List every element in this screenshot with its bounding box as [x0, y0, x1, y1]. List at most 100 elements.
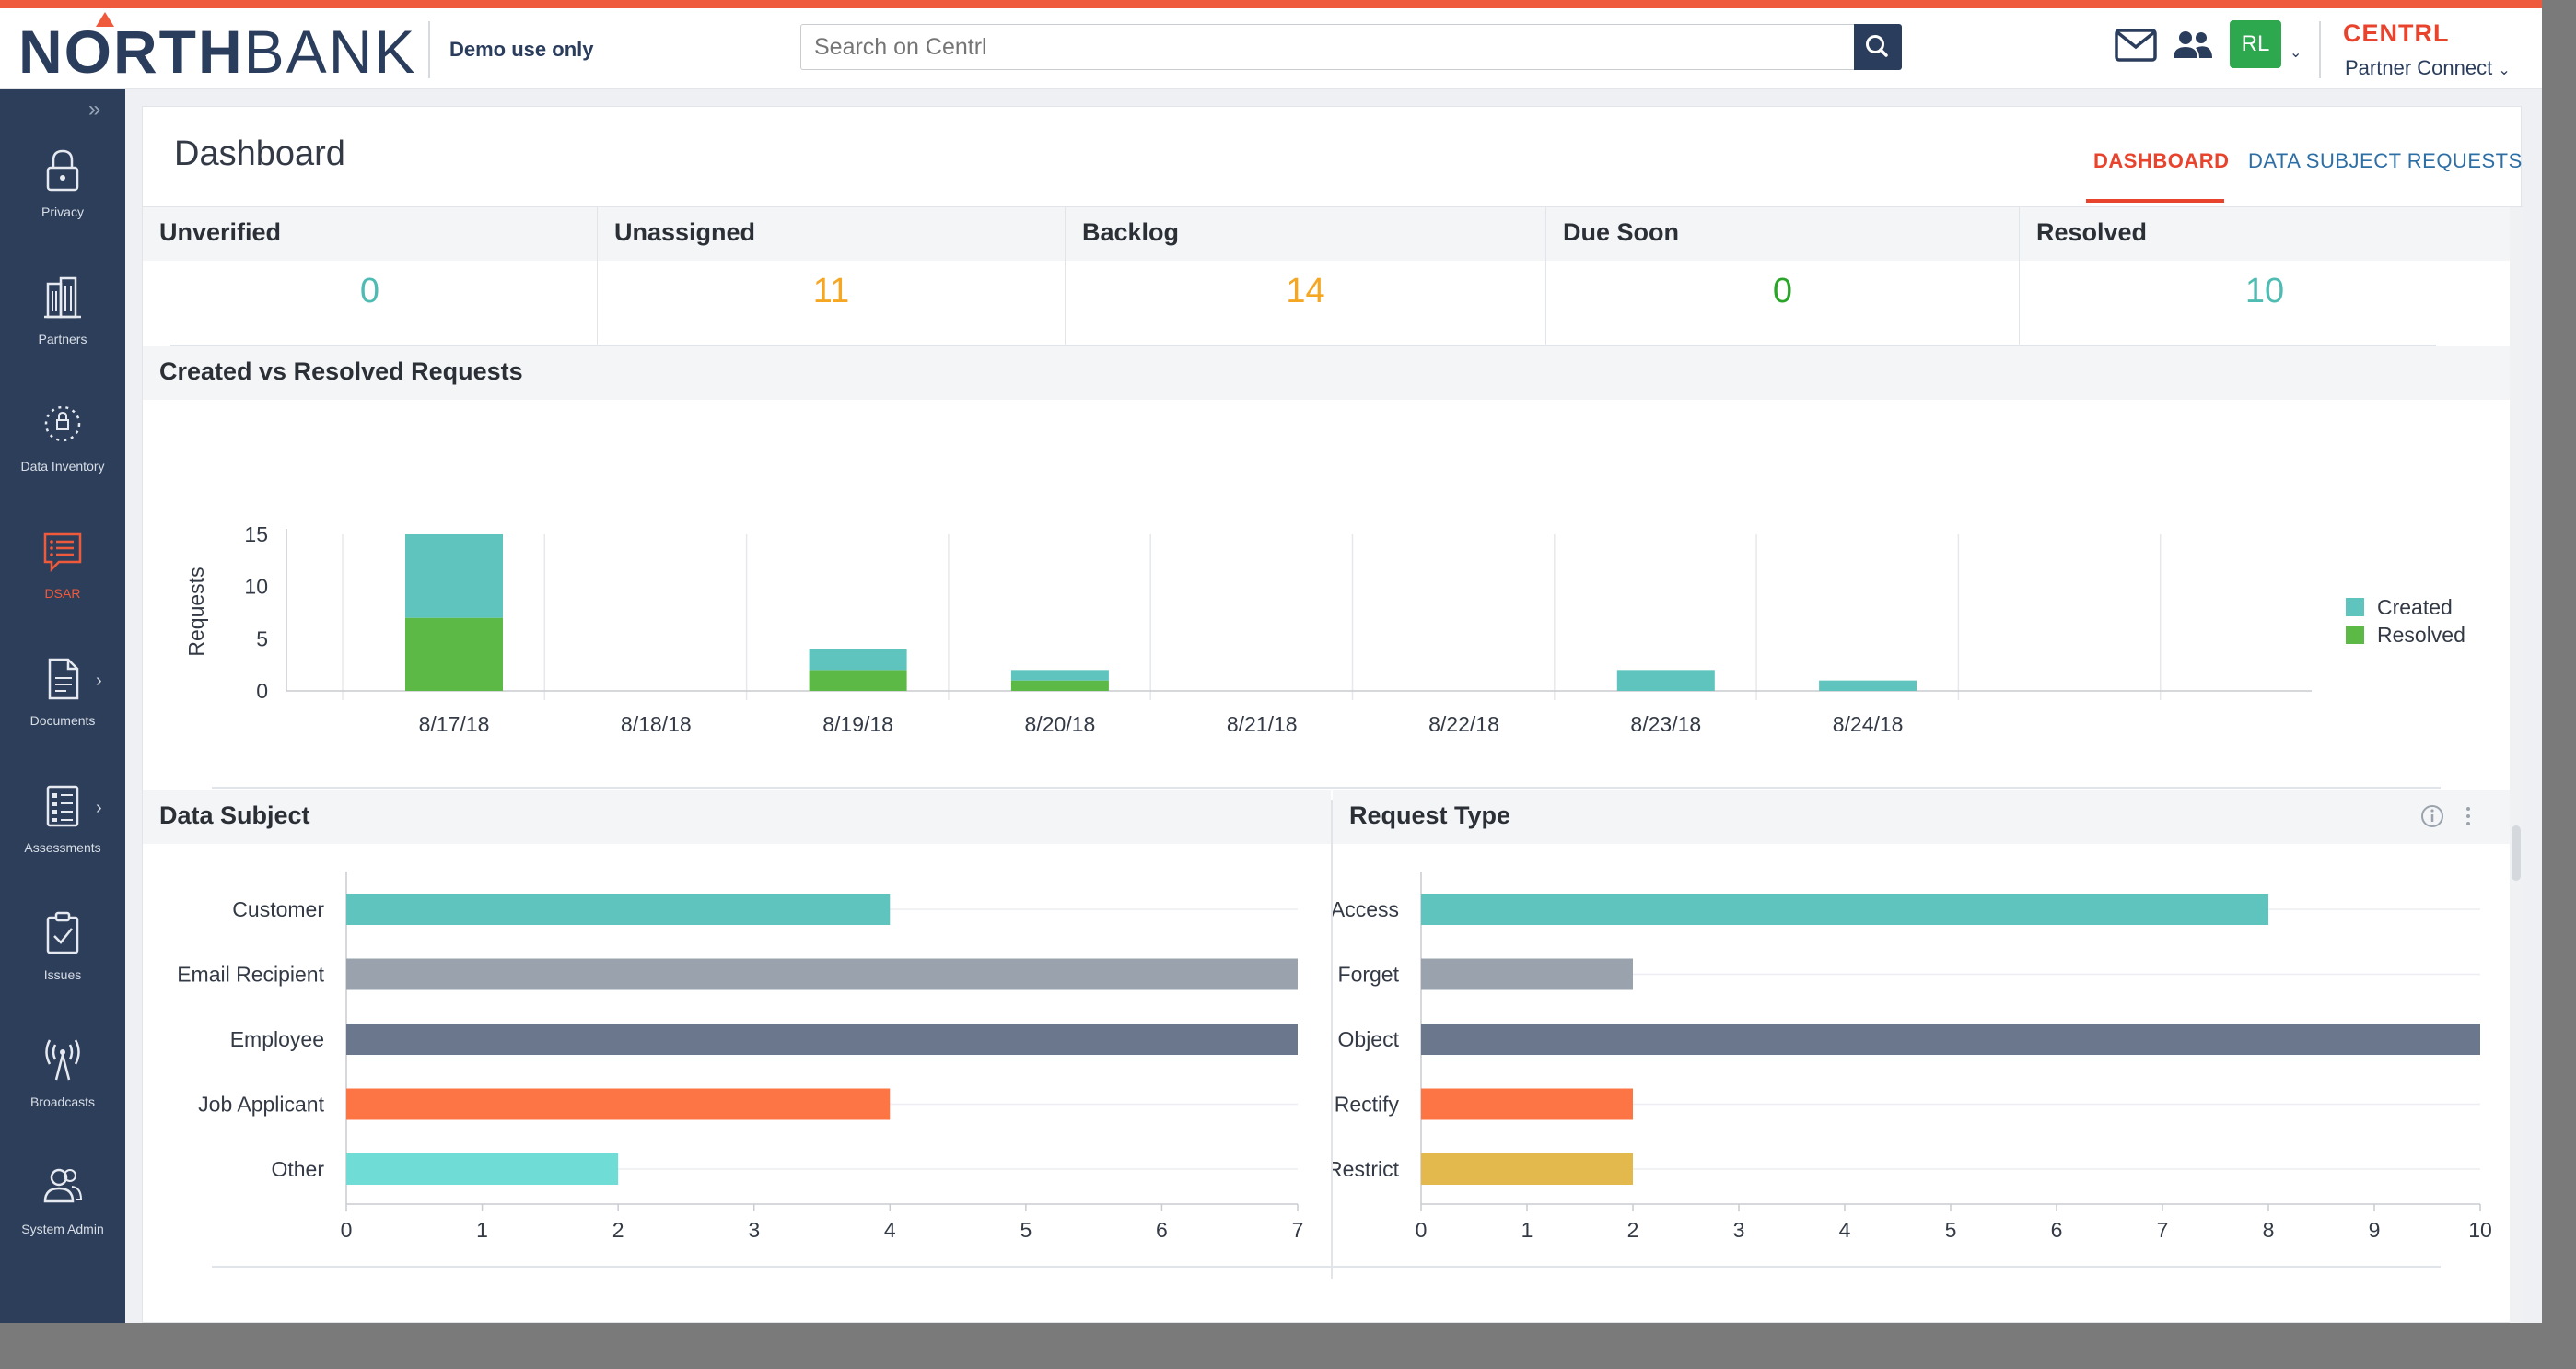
scrollbar-thumb[interactable] [2512, 825, 2521, 881]
sidebar-item-privacy[interactable]: Privacy [0, 131, 125, 251]
x-tick-label: 5 [1945, 1218, 1957, 1242]
logo-bank: BANK [243, 18, 417, 86]
sidebar-item-broadcasts[interactable]: Broadcasts [0, 1021, 125, 1141]
header-divider [428, 21, 430, 78]
dsar-icon [43, 532, 82, 573]
y-axis-label: Requests [184, 567, 208, 656]
mail-button[interactable] [2115, 29, 2157, 66]
x-tick-label: 0 [1416, 1218, 1428, 1242]
category-label: Email Recipient [177, 963, 324, 987]
stat-backlog[interactable]: Backlog 14 [1066, 207, 1546, 345]
sidebar-item-label: Data Inventory [20, 459, 105, 474]
demo-label: Demo use only [449, 38, 594, 61]
sidebar-item-label: Assessments [24, 840, 101, 855]
logo-north: NORTH [18, 18, 244, 86]
x-tick-label: 10 [2468, 1218, 2492, 1242]
top-accent-stripe [0, 0, 2542, 8]
contacts-button[interactable] [2172, 29, 2214, 66]
sidebar-item-partners[interactable]: Partners [0, 258, 125, 378]
bar [1421, 958, 1633, 990]
sidebar-item-label: Documents [29, 713, 96, 728]
bar-created [1616, 670, 1715, 691]
page-title: Dashboard [174, 135, 345, 173]
sidebar-item-system-admin[interactable]: System Admin [0, 1148, 125, 1268]
double-chevron-right-icon[interactable]: » [88, 97, 101, 122]
x-tick-label: 9 [2369, 1218, 2381, 1242]
assessments-icon [46, 785, 79, 827]
active-tab-indicator [2086, 199, 2224, 203]
bar-resolved [1010, 680, 1109, 691]
x-tick-label: 4 [1839, 1218, 1851, 1242]
document-icon [48, 658, 79, 700]
stat-label: Unverified [143, 207, 597, 261]
mail-icon [2115, 29, 2157, 62]
x-tick-label: 8/23/18 [1630, 712, 1701, 736]
user-avatar[interactable]: RL [2230, 20, 2281, 68]
stats-row: Unverified 0 Unassigned 11 Backlog 14 Du… [143, 207, 2510, 345]
category-label: Object [1338, 1027, 1400, 1051]
x-tick-label: 8 [2263, 1218, 2275, 1242]
stat-value: 0 [359, 272, 380, 310]
legend-swatch-resolved [2346, 626, 2364, 644]
bar [1421, 1088, 1633, 1120]
stats-divider [170, 345, 2436, 346]
chevron-down-icon: ⌄ [2498, 63, 2511, 78]
sidebar-item-issues[interactable]: Issues [0, 894, 125, 1013]
main-area: Dashboard DASHBOARD DATA SUBJECT REQUEST… [125, 89, 2542, 1323]
bar [1421, 1024, 2480, 1055]
x-tick-label: 8/19/18 [822, 712, 893, 736]
x-tick-label: 4 [884, 1218, 896, 1242]
bar-created [1010, 670, 1109, 681]
search-input[interactable] [800, 24, 1858, 70]
search-button[interactable] [1854, 24, 1902, 70]
stat-label: Backlog [1066, 207, 1545, 261]
x-tick-label: 1 [1521, 1218, 1533, 1242]
sidebar-item-assessments[interactable]: › Assessments [0, 766, 125, 886]
stat-resolved[interactable]: Resolved 10 [2020, 207, 2510, 345]
more-vertical-icon[interactable] [2462, 803, 2475, 829]
category-label: Job Applicant [198, 1093, 324, 1117]
bar [1421, 1153, 1633, 1185]
info-icon[interactable] [2419, 803, 2445, 829]
centrl-brand: CENTRL [2343, 19, 2450, 47]
sidebar-item-documents[interactable]: › Documents [0, 639, 125, 759]
request-type-title: Request Type [1349, 802, 1511, 829]
logo-arrow-icon [96, 12, 114, 27]
stat-unverified[interactable]: Unverified 0 [143, 207, 598, 345]
stat-due-soon[interactable]: Due Soon 0 [1546, 207, 2020, 345]
tab-dashboard[interactable]: DASHBOARD [2093, 149, 2230, 172]
stat-value: 11 [812, 272, 850, 310]
x-tick-label: 8/17/18 [419, 712, 490, 736]
x-tick-label: 3 [748, 1218, 760, 1242]
header-divider-right [2319, 21, 2321, 78]
y-tick-label: 10 [244, 575, 268, 599]
sidebar-item-dsar[interactable]: DSAR [0, 512, 125, 632]
bar-resolved [809, 670, 907, 691]
data-subject-header: Data Subject [143, 790, 1331, 844]
chart-divider [212, 787, 2441, 789]
x-tick-label: 6 [1156, 1218, 1168, 1242]
northbank-logo[interactable]: NORTHBANK [18, 21, 416, 82]
request-type-chart: 0 1 2 3 4 5 6 7 8 9 10 Access Forget Object Rectify Res… [1333, 872, 2492, 1242]
x-tick-label: 8/22/18 [1428, 712, 1499, 736]
partner-connect-menu[interactable]: Partner Connect ⌄ [2345, 56, 2511, 80]
x-tick-label: 7 [1292, 1218, 1304, 1242]
y-tick-label: 5 [256, 626, 268, 650]
sidebar-item-label: Broadcasts [29, 1094, 96, 1109]
title-divider [143, 206, 2523, 207]
x-tick-label: 5 [1020, 1218, 1032, 1242]
x-tick-label: 8/24/18 [1833, 712, 1904, 736]
stat-unassigned[interactable]: Unassigned 11 [598, 207, 1066, 345]
tab-data-subject-requests[interactable]: DATA SUBJECT REQUESTS [2248, 149, 2523, 172]
stat-label: Due Soon [1546, 207, 2019, 261]
x-tick-label: 7 [2157, 1218, 2169, 1242]
scrollbar[interactable] [2510, 207, 2523, 1323]
clipboard-check-icon [46, 911, 79, 954]
x-tick-label: 0 [341, 1218, 353, 1242]
y-tick-label: 15 [244, 522, 268, 546]
chevron-down-icon[interactable]: ⌄ [2290, 45, 2302, 61]
sidebar-item-data-inventory[interactable]: Data Inventory [0, 385, 125, 505]
sidebar-item-label: DSAR [44, 586, 81, 601]
sidebar-item-label: System Admin [21, 1222, 104, 1236]
chevron-right-icon: › [96, 671, 102, 691]
